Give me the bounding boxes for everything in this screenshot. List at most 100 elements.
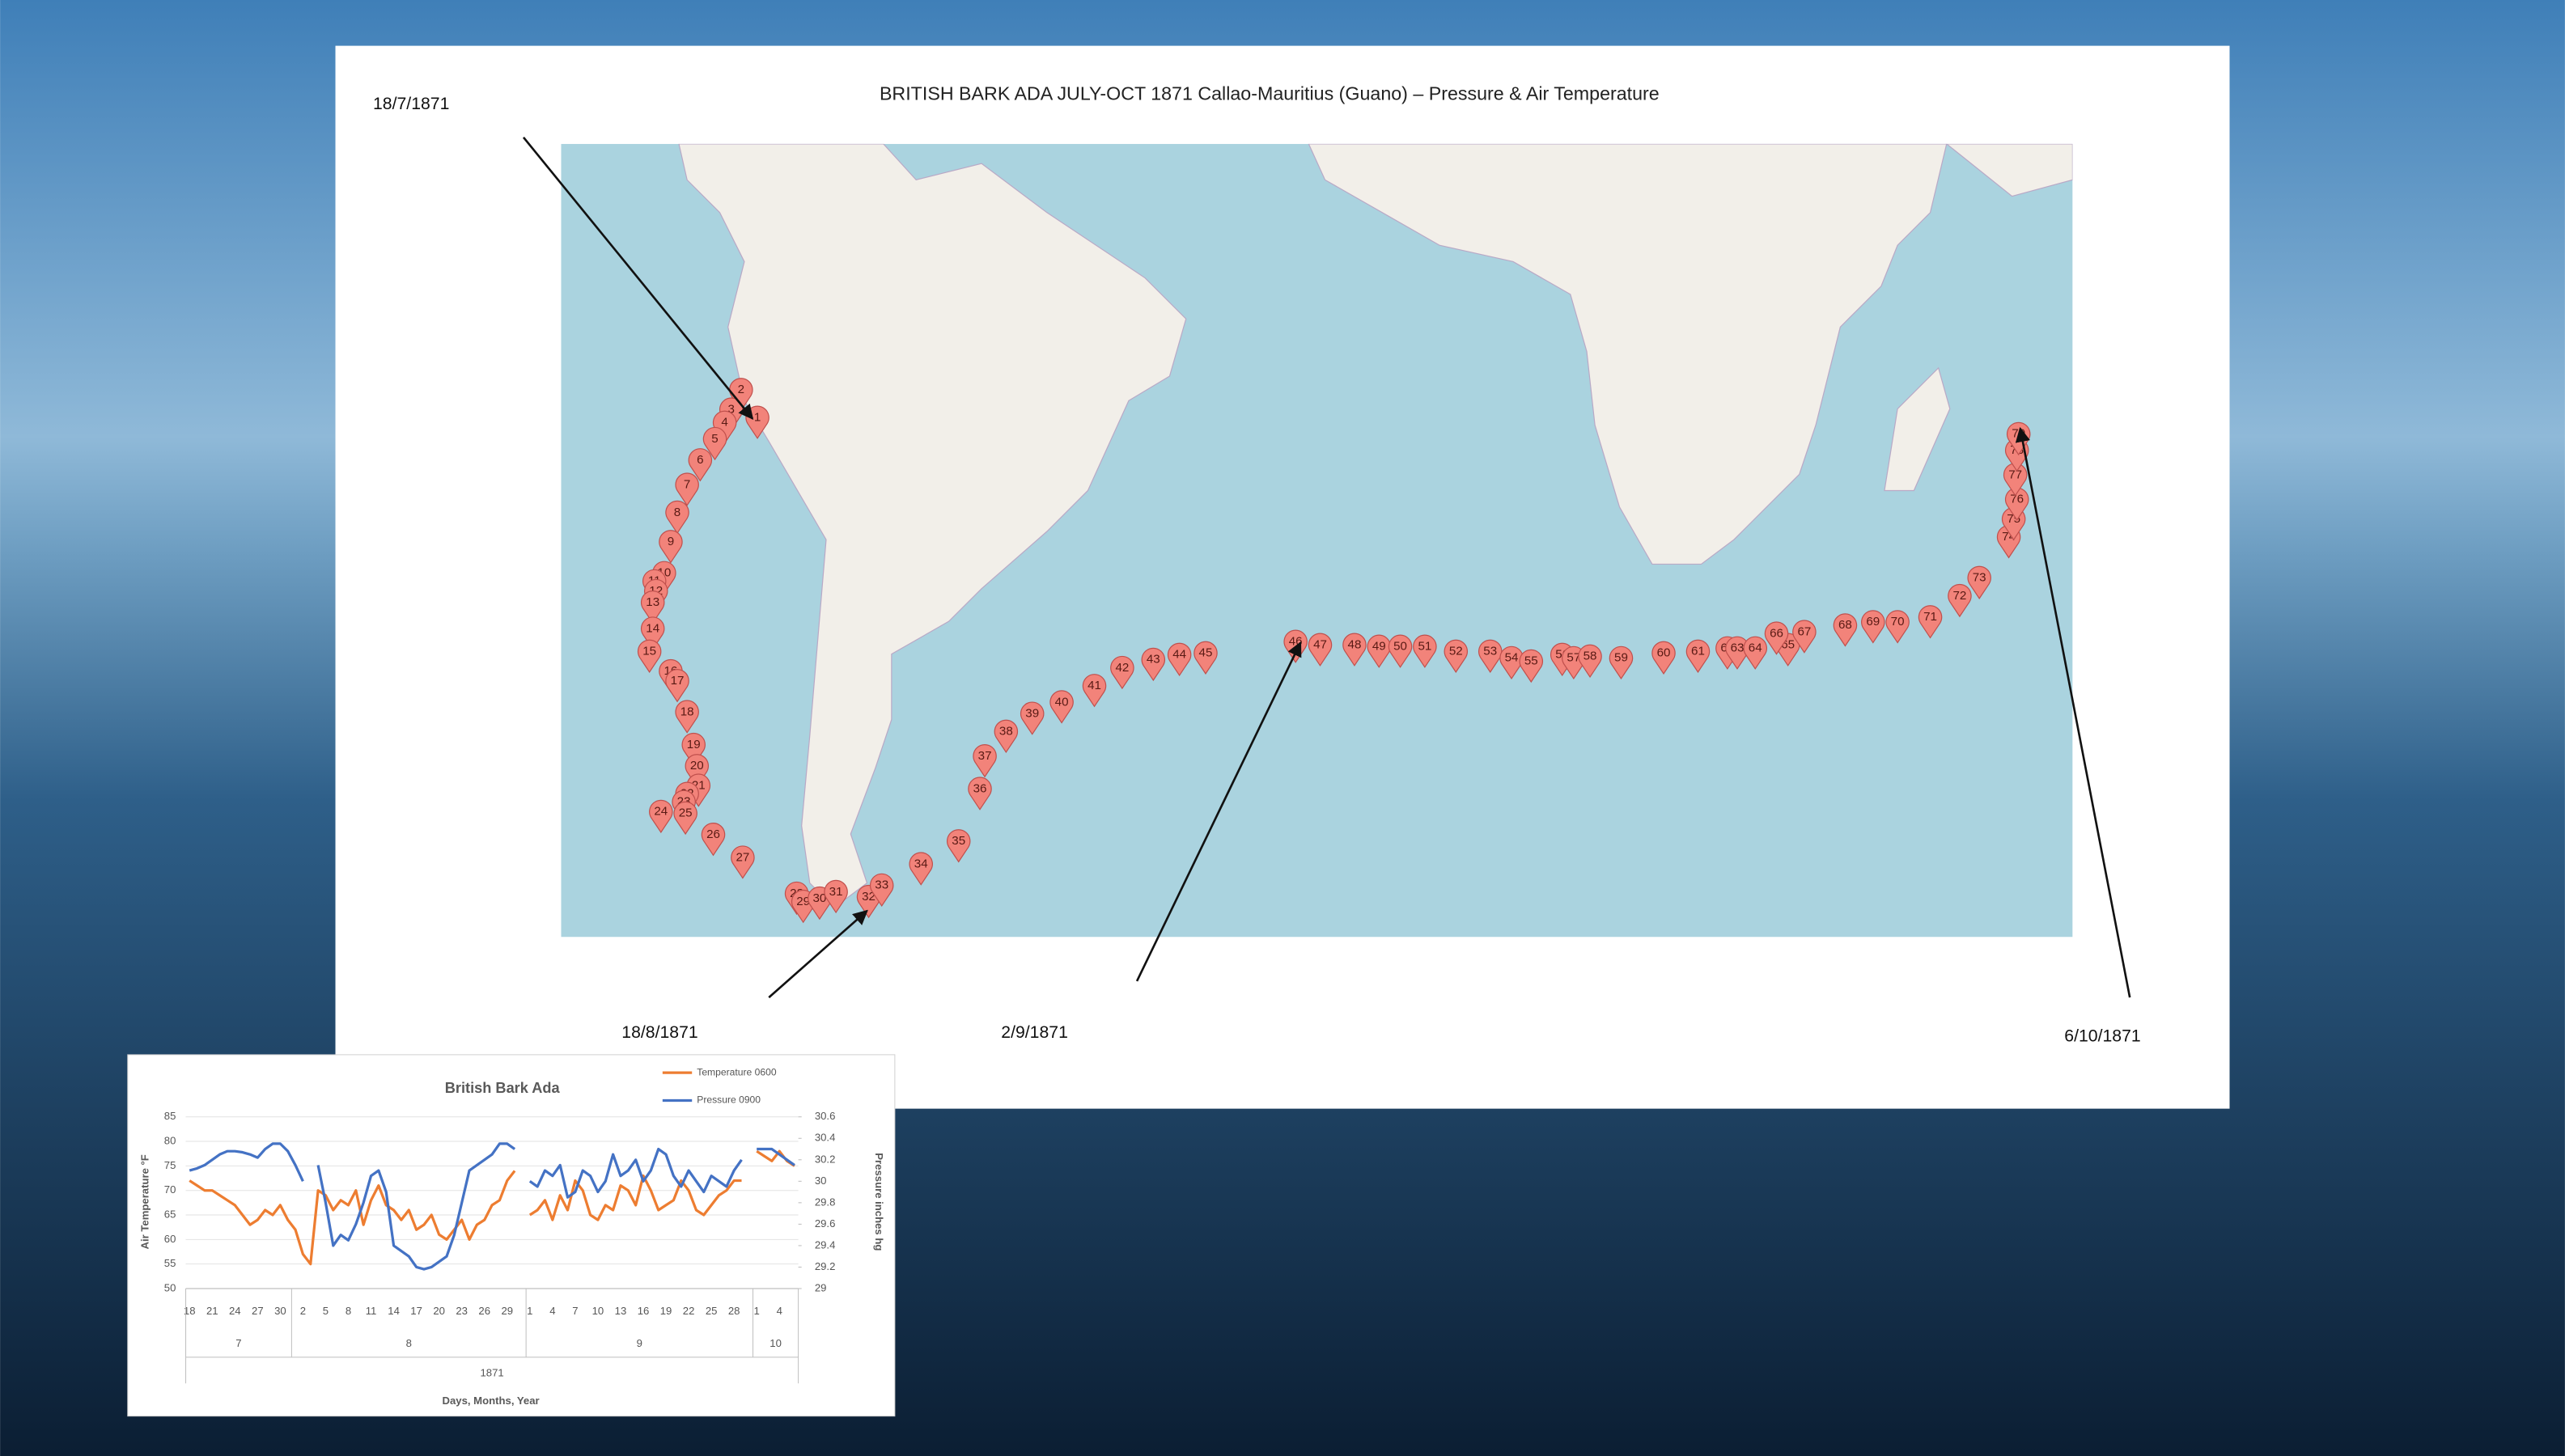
marker-label: 50 <box>1393 640 1407 654</box>
marker-label: 41 <box>1087 679 1101 692</box>
route-marker: 41 <box>1082 674 1107 708</box>
marker-pin <box>685 754 709 788</box>
marker-pin <box>1948 583 1972 618</box>
route-marker: 69 <box>1861 610 1885 644</box>
marker-label: 6 <box>697 453 703 467</box>
route-marker: 20 <box>685 754 709 788</box>
x-tick-label: 18 <box>184 1305 196 1317</box>
marker-pin <box>1918 605 1943 639</box>
marker-pin <box>1110 655 1134 690</box>
y2-tick-label: 30 <box>815 1175 827 1187</box>
route-marker: 68 <box>1833 613 1858 647</box>
marker-pin <box>1193 641 1218 675</box>
route-marker: 45 <box>1193 641 1218 675</box>
marker-label: 8 <box>674 506 680 519</box>
marker-label: 43 <box>1147 653 1160 667</box>
marker-label: 70 <box>1891 615 1905 629</box>
route-marker: 5 <box>702 426 727 461</box>
marker-label: 63 <box>1731 641 1745 655</box>
route-marker: 37 <box>973 744 997 778</box>
marker-label: 20 <box>690 759 704 772</box>
x-tick-label: 28 <box>728 1305 740 1317</box>
route-marker: 60 <box>1651 641 1676 675</box>
marker-label: 59 <box>1614 651 1628 665</box>
marker-label: 69 <box>1866 615 1880 629</box>
marker-pin <box>973 744 997 778</box>
route-marker: 71 <box>1918 605 1943 639</box>
marker-label: 61 <box>1691 645 1705 658</box>
route-marker: 73 <box>1967 565 1991 599</box>
marker-label: 4 <box>721 416 727 430</box>
marker-pin <box>681 732 706 767</box>
month-label: 9 <box>637 1337 642 1349</box>
x-tick-label: 10 <box>592 1305 604 1317</box>
annotations: 18/7/1871 18/8/1871 2/9/1871 6/10/1871 <box>373 95 2141 1045</box>
x-tick-label: 22 <box>683 1305 695 1317</box>
marker-label: 45 <box>1199 646 1213 660</box>
arrow <box>522 136 754 420</box>
marker-label: 38 <box>999 725 1013 739</box>
route-marker: 27 <box>731 845 755 879</box>
slide-title: BRITISH BARK ADA JULY-OCT 1871 Callao-Ma… <box>880 83 1660 104</box>
marker-label: 17 <box>671 674 685 688</box>
route-marker: 61 <box>1685 639 1711 673</box>
marker-label: 47 <box>1313 638 1327 652</box>
route-marker: 36 <box>968 777 992 811</box>
marker-pin <box>1792 620 1817 654</box>
marker-label: 48 <box>1348 638 1362 652</box>
arrow <box>2015 426 2131 998</box>
route-marker: 39 <box>1020 701 1045 735</box>
marker-label: 33 <box>875 878 888 892</box>
y-tick-label: 60 <box>164 1233 176 1245</box>
marker-label: 73 <box>1973 571 1986 585</box>
x-tick-label: 5 <box>323 1305 329 1317</box>
route-marker: 4 <box>712 410 737 444</box>
marker-pin <box>665 669 689 703</box>
x-tick-label: 27 <box>252 1305 264 1317</box>
x-tick-label: 1 <box>754 1305 760 1317</box>
y-tick-label: 65 <box>164 1208 176 1220</box>
marker-label: 24 <box>654 805 668 819</box>
legend-label: Pressure 0900 <box>697 1094 761 1106</box>
route-marker: 43 <box>1141 647 1165 682</box>
y-tick-label: 85 <box>164 1110 176 1122</box>
route-markers: 1234567891011121314151617181920212223242… <box>637 378 2031 924</box>
route-marker: 33 <box>870 873 894 908</box>
route-marker: 7 <box>675 472 699 506</box>
marker-label: 26 <box>706 827 720 841</box>
annotation: 2/9/1871 <box>1001 1023 1068 1042</box>
marker-label: 5 <box>711 432 718 446</box>
x-tick-label: 25 <box>706 1305 718 1317</box>
marker-pin <box>1082 674 1107 708</box>
marker-label: 14 <box>646 621 659 635</box>
marker-pin <box>712 410 737 444</box>
marker-label: 51 <box>1418 640 1431 654</box>
marker-label: 9 <box>668 535 674 548</box>
chart-title: British Bark Ada <box>445 1080 561 1096</box>
marker-pin <box>1049 690 1074 724</box>
route-marker: 70 <box>1885 610 1910 644</box>
x-tick-label: 16 <box>638 1305 650 1317</box>
marker-pin <box>1308 633 1333 667</box>
y-tick-label: 55 <box>164 1257 176 1269</box>
marker-label: 18 <box>680 705 694 718</box>
arrow <box>1135 641 1302 982</box>
route-marker: 55 <box>1519 649 1543 684</box>
y2-tick-label: 29.6 <box>815 1217 836 1230</box>
x-tick-label: 24 <box>229 1305 241 1317</box>
marker-label: 67 <box>1797 624 1811 638</box>
marker-pin <box>1685 639 1711 673</box>
route-marker: 19 <box>681 732 706 767</box>
marker-pin <box>1764 621 1789 655</box>
arrow <box>768 909 868 999</box>
marker-pin <box>1651 641 1676 675</box>
marker-label: 37 <box>978 749 992 763</box>
africa <box>1308 143 1948 565</box>
marker-label: 36 <box>973 781 987 795</box>
marker-label: 7 <box>684 477 690 491</box>
month-label: 10 <box>770 1337 782 1349</box>
route-marker: 8 <box>665 500 689 535</box>
route-marker: 31 <box>824 879 848 914</box>
map: 1234567891011121314151617181920212223242… <box>561 143 2073 938</box>
